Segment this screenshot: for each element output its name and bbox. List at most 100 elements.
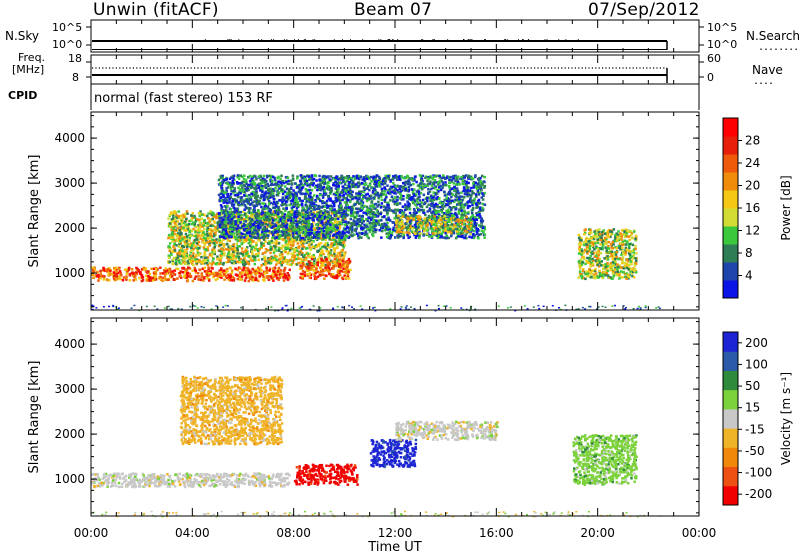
echo-cell — [264, 212, 267, 215]
echo-cell — [162, 272, 165, 275]
echo-cell — [262, 252, 265, 255]
echo-cell — [269, 241, 272, 244]
echo-cell — [202, 279, 205, 282]
echo-cell — [170, 253, 173, 256]
echo-cell — [423, 212, 426, 215]
echo-cell — [453, 182, 456, 185]
echo-cell — [282, 193, 285, 196]
echo-cell — [167, 217, 170, 220]
echo-cell — [268, 269, 271, 272]
echo-cell — [366, 228, 369, 231]
echo-cell — [213, 235, 216, 238]
echo-cell — [313, 206, 316, 209]
echo-cell — [244, 204, 247, 207]
echo-cell — [250, 187, 253, 190]
echo-cell — [276, 259, 279, 262]
echo-cell — [446, 235, 449, 238]
echo-cell — [170, 211, 173, 214]
echo-cell — [188, 230, 191, 233]
echo-cell — [119, 278, 122, 281]
echo-cell — [243, 233, 246, 236]
echo-cell — [177, 210, 180, 213]
echo-cell — [289, 264, 292, 267]
echo-cell — [464, 234, 467, 237]
echo-cell — [272, 267, 275, 270]
echo-cell — [472, 214, 475, 217]
echo-cell — [178, 223, 181, 226]
echo-cell — [296, 177, 299, 180]
echo-cell — [287, 278, 290, 281]
echo-cell — [376, 209, 379, 212]
echo-cell — [292, 232, 295, 235]
echo-cell — [150, 268, 153, 271]
echo-cell — [192, 221, 195, 224]
echo-cell — [329, 224, 332, 227]
echo-cell — [318, 245, 321, 248]
echo-cell — [199, 221, 202, 224]
echo-cell — [236, 252, 239, 255]
echo-cell — [338, 185, 341, 188]
echo-cell — [346, 204, 349, 207]
echo-cell — [245, 253, 248, 256]
echo-cell — [209, 240, 212, 243]
echo-cell — [101, 275, 104, 278]
echo-cell — [273, 271, 276, 274]
echo-cell — [159, 267, 162, 270]
echo-cell — [304, 196, 307, 199]
echo-cell — [282, 276, 285, 279]
echo-cell — [301, 244, 304, 247]
echo-cell — [381, 202, 384, 205]
echo-cell — [248, 280, 251, 283]
echo-cell — [290, 244, 293, 247]
echo-cell — [315, 179, 318, 182]
echo-cell — [456, 179, 459, 182]
echo-cell — [219, 259, 222, 262]
echo-cell — [313, 182, 316, 185]
echo-cell — [245, 277, 248, 280]
echo-cell — [471, 209, 474, 212]
echo-cell — [278, 208, 281, 211]
echo-cell — [92, 267, 95, 270]
echo-cell — [484, 176, 487, 179]
echo-cell — [198, 247, 201, 250]
echo-cell — [197, 278, 200, 281]
echo-cell — [290, 228, 293, 231]
echo-cell — [171, 231, 174, 234]
echo-cell — [279, 271, 282, 274]
echo-cell — [263, 175, 266, 178]
echo-cell — [287, 237, 290, 240]
echo-cell — [444, 184, 447, 187]
echo-cell — [258, 175, 261, 178]
echo-cell — [289, 226, 292, 229]
echo-cell — [115, 278, 118, 281]
echo-cell — [216, 272, 219, 275]
echo-cell — [418, 208, 421, 211]
echo-cell — [232, 251, 235, 254]
echo-cell — [428, 209, 431, 212]
echo-cell — [249, 272, 252, 275]
echo-cell — [298, 245, 301, 248]
echo-cell — [329, 252, 332, 255]
echo-cell — [274, 245, 277, 248]
echo-cell — [215, 238, 218, 241]
echo-cell — [171, 240, 174, 243]
echo-cell — [194, 231, 197, 234]
echo-cell — [328, 257, 331, 260]
echo-cell — [176, 277, 179, 280]
echo-cell — [231, 248, 234, 251]
echo-cell — [362, 215, 365, 218]
echo-cell — [186, 210, 189, 213]
echo-cell — [204, 237, 207, 240]
echo-cell — [290, 219, 293, 222]
echo-cell — [212, 262, 215, 265]
echo-cell — [131, 268, 134, 271]
echo-cell — [278, 242, 281, 245]
echo-cell — [434, 179, 437, 182]
echo-cell — [267, 234, 270, 237]
echo-cell — [263, 279, 266, 282]
echo-cell — [227, 222, 230, 225]
echo-cell — [386, 222, 389, 225]
echo-cell — [340, 177, 343, 180]
echo-cell — [301, 220, 304, 223]
echo-cell — [118, 275, 121, 278]
